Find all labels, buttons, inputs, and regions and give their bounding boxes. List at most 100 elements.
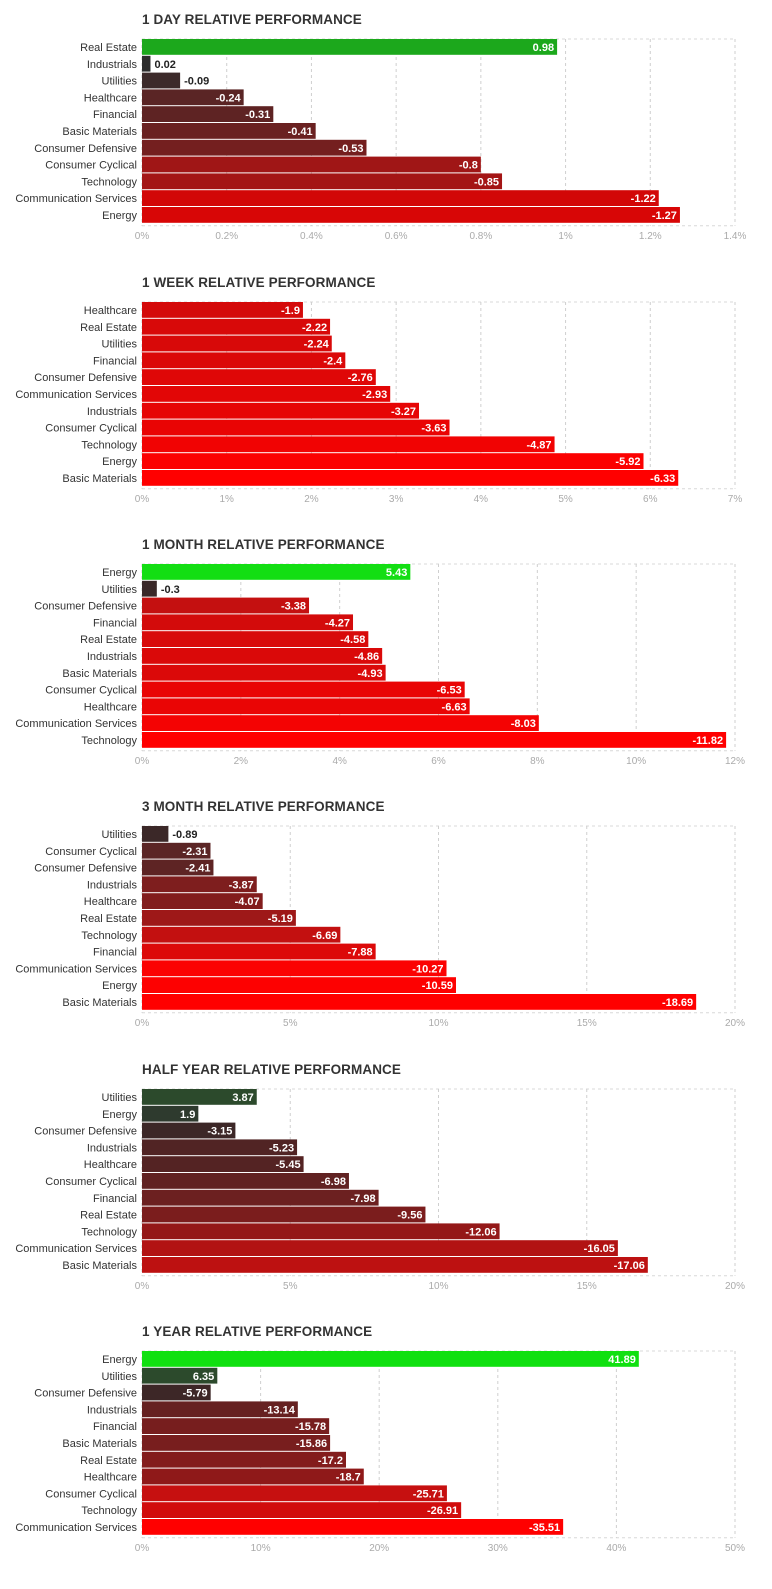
category-label: Basic Materials <box>62 997 137 1009</box>
x-tick-label: 50% <box>725 1543 745 1554</box>
category-label: Utilities <box>102 1092 138 1104</box>
data-label: 0.02 <box>154 59 175 71</box>
category-label: Communication Services <box>15 389 137 401</box>
bar <box>142 631 369 647</box>
x-tick-label: 2% <box>234 756 249 767</box>
bar <box>142 1122 236 1139</box>
x-tick-label: 10% <box>626 756 646 767</box>
data-label: -2.24 <box>304 339 330 351</box>
x-tick-label: 2% <box>304 494 319 505</box>
data-label: -3.87 <box>229 879 254 891</box>
bar <box>142 335 332 352</box>
category-label: Basic Materials <box>62 126 137 138</box>
x-tick-label: 1.2% <box>639 231 662 242</box>
category-label: Real Estate <box>80 322 137 334</box>
data-label: 5.43 <box>386 567 407 579</box>
bar <box>142 715 539 731</box>
chart-title: 1 YEAR RELATIVE PERFORMANCE <box>142 1324 373 1339</box>
bar <box>142 859 214 876</box>
x-tick-label: 6% <box>431 756 446 767</box>
bar <box>142 977 456 993</box>
category-label: Utilities <box>102 76 138 88</box>
data-label: -1.22 <box>631 193 656 205</box>
category-label: Consumer Cyclical <box>45 685 137 697</box>
bar <box>142 302 303 318</box>
category-label: Utilities <box>102 339 138 351</box>
category-label: Technology <box>81 735 137 747</box>
category-label: Communication Services <box>15 1243 137 1255</box>
bar <box>142 190 659 206</box>
bar-chart: 0% 5% 10% 15% 20% Utilities 3.87 Energy 1.9 Consu… <box>15 1088 745 1292</box>
bar <box>142 72 181 89</box>
bar <box>142 369 376 385</box>
bar <box>142 1502 462 1518</box>
category-label: Consumer Defensive <box>34 1126 137 1138</box>
data-label: -18.7 <box>336 1472 361 1484</box>
category-label: Consumer Defensive <box>34 1388 137 1400</box>
bar <box>142 1206 426 1223</box>
data-label: -7.98 <box>351 1193 376 1205</box>
x-tick-label: 7% <box>728 494 743 505</box>
data-label: -0.31 <box>245 109 270 121</box>
bar <box>142 139 367 156</box>
data-label: -5.19 <box>268 913 293 925</box>
category-label: Technology <box>81 930 137 942</box>
data-label: -10.27 <box>412 963 443 975</box>
chart-panel: HALF YEAR RELATIVE PERFORMANCE 0% 5% 10% 15%… <box>0 1062 772 1324</box>
data-label: 1.9 <box>180 1109 195 1121</box>
category-label: Communication Services <box>15 718 137 730</box>
x-tick-label: 5% <box>283 1281 298 1292</box>
data-label: -10.59 <box>422 980 453 992</box>
bar <box>142 1435 331 1451</box>
data-label: -16.05 <box>584 1243 615 1255</box>
bar <box>142 876 257 893</box>
bar <box>142 1384 211 1401</box>
bar-chart: 0% 5% 10% 15% 20% Utilities -0.89 Consumer Cycl… <box>15 825 745 1029</box>
bar <box>142 39 558 55</box>
category-label: Utilities <box>102 584 138 596</box>
bar <box>142 1173 349 1189</box>
data-label: -4.87 <box>526 439 551 451</box>
category-label: Real Estate <box>80 913 137 925</box>
category-label: Financial <box>93 109 137 121</box>
category-label: Energy <box>102 456 137 468</box>
bar <box>142 1485 447 1502</box>
category-label: Energy <box>102 1354 137 1366</box>
category-label: Communication Services <box>15 1522 137 1534</box>
bar <box>142 386 391 402</box>
category-label: Energy <box>102 980 137 992</box>
data-label: -8.03 <box>511 718 536 730</box>
chart-panel: 3 MONTH RELATIVE PERFORMANCE 0% 5% 10% 15% 20… <box>0 799 772 1061</box>
data-label: -0.89 <box>172 829 197 841</box>
category-label: Technology <box>81 1226 137 1238</box>
bar <box>142 910 296 926</box>
data-label: -17.06 <box>614 1260 645 1272</box>
category-label: Real Estate <box>80 42 137 54</box>
x-tick-label: 5% <box>283 1018 298 1029</box>
bar <box>142 1156 304 1172</box>
data-label: -18.69 <box>662 997 693 1009</box>
category-label: Basic Materials <box>62 1260 137 1272</box>
x-tick-label: 1.4% <box>724 231 747 242</box>
x-tick-label: 0.2% <box>215 231 238 242</box>
data-label: -4.07 <box>235 896 260 908</box>
category-label: Financial <box>93 947 137 959</box>
data-label: -6.63 <box>442 701 467 713</box>
bar <box>142 470 679 486</box>
data-label: -6.53 <box>437 685 462 697</box>
data-label: -2.76 <box>348 372 373 384</box>
data-label: 6.35 <box>193 1371 214 1383</box>
bar-chart: 0% 0.2% 0.4% 0.6% 0.8% 1% 1.2% 1.4% Real Estate 0… <box>15 38 747 242</box>
category-label: Real Estate <box>80 1455 137 1467</box>
data-label: -11.82 <box>693 735 724 747</box>
category-label: Industrials <box>87 406 138 418</box>
bar <box>142 994 697 1010</box>
category-label: Consumer Cyclical <box>45 160 137 172</box>
bar <box>142 55 151 72</box>
category-label: Financial <box>93 617 137 629</box>
bar <box>142 106 274 122</box>
data-label: -1.9 <box>281 305 300 317</box>
bar <box>142 156 481 173</box>
bar <box>142 1139 298 1156</box>
x-tick-label: 30% <box>488 1543 508 1554</box>
